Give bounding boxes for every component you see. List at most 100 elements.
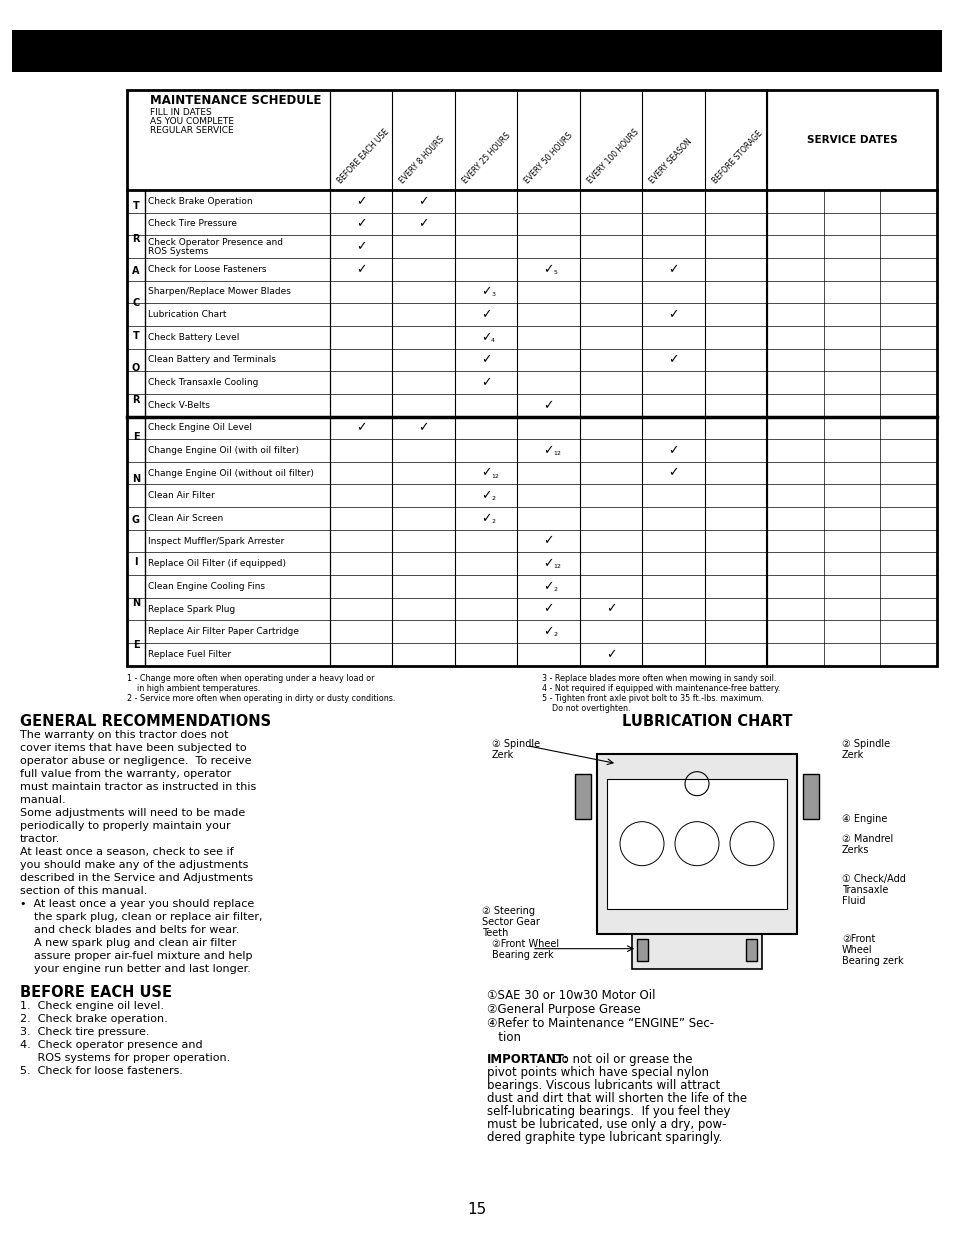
Text: Clean Battery and Terminals: Clean Battery and Terminals [148,356,275,364]
Text: Check Operator Presence and: Check Operator Presence and [148,238,283,247]
Text: ✓: ✓ [542,399,553,411]
Bar [745,939,757,961]
Text: manual.: manual. [20,794,66,805]
Text: you should make any of the adjustments: you should make any of the adjustments [20,860,248,869]
Text: ✓: ✓ [355,217,366,231]
Text: 2.  Check brake operation.: 2. Check brake operation. [20,1014,168,1024]
Text: O: O [132,363,140,373]
Text: 4.  Check operator presence and: 4. Check operator presence and [20,1040,202,1050]
Text: self-lubricating bearings.  If you feel they: self-lubricating bearings. If you feel t… [486,1104,730,1118]
Text: 3.  Check tire pressure.: 3. Check tire pressure. [20,1026,150,1036]
Text: Do not overtighten.: Do not overtighten. [541,704,630,713]
Text: Check Engine Oil Level: Check Engine Oil Level [148,424,252,432]
Text: ✓: ✓ [542,625,553,638]
Text: Check Tire Pressure: Check Tire Pressure [148,220,236,228]
Bar [127,90,936,666]
Text: Sharpen/Replace Mower Blades: Sharpen/Replace Mower Blades [148,288,291,296]
Text: EVERY 50 HOURS: EVERY 50 HOURS [522,131,574,185]
Text: MAINTENANCE: MAINTENANCE [380,40,573,63]
Text: ✓: ✓ [667,263,678,275]
Text: Check Battery Level: Check Battery Level [148,332,239,342]
Text: 3: 3 [491,293,495,298]
Text: 2: 2 [553,587,557,592]
Text: ✓: ✓ [542,603,553,615]
Text: N: N [132,599,140,609]
Text: 12: 12 [491,474,498,479]
Text: pivot points which have special nylon: pivot points which have special nylon [486,1066,708,1078]
Text: Bearing zerk: Bearing zerk [492,950,553,960]
Text: 1 - Change more often when operating under a heavy load or: 1 - Change more often when operating und… [127,673,375,683]
Bar [575,773,590,819]
Text: Change Engine Oil (with oil filter): Change Engine Oil (with oil filter) [148,446,298,454]
Text: ④Refer to Maintenance “ENGINE” Sec-: ④Refer to Maintenance “ENGINE” Sec- [486,1016,714,1030]
Text: dust and dirt that will shorten the life of the: dust and dirt that will shorten the life… [486,1092,746,1104]
Text: Check Transaxle Cooling: Check Transaxle Cooling [148,378,258,387]
Text: ② Steering: ② Steering [481,905,535,915]
Text: Check for Loose Fasteners: Check for Loose Fasteners [148,264,266,274]
Text: ROS systems for proper operation.: ROS systems for proper operation. [20,1052,230,1062]
Text: section of this manual.: section of this manual. [20,885,147,895]
Text: Change Engine Oil (without oil filter): Change Engine Oil (without oil filter) [148,468,314,478]
Text: tractor.: tractor. [20,834,60,844]
Text: ②General Purpose Grease: ②General Purpose Grease [486,1003,640,1015]
Text: T: T [132,331,139,341]
Text: ✓: ✓ [667,445,678,457]
Text: Do not oil or grease the: Do not oil or grease the [544,1052,692,1066]
Text: Zerks: Zerks [841,845,868,855]
Text: operator abuse or negligence.  To receive: operator abuse or negligence. To receive [20,756,252,766]
Text: Clean Engine Cooling Fins: Clean Engine Cooling Fins [148,582,265,590]
Text: ✓: ✓ [542,535,553,547]
Text: ✓: ✓ [605,648,616,661]
Text: Replace Air Filter Paper Cartridge: Replace Air Filter Paper Cartridge [148,627,298,636]
Text: assure proper air-fuel mixture and help: assure proper air-fuel mixture and help [20,951,253,961]
Text: ✓: ✓ [480,375,491,389]
Bar [606,779,786,909]
Text: ✓: ✓ [542,263,553,275]
Text: Clean Air Screen: Clean Air Screen [148,514,223,522]
Text: AS YOU COMPLETE: AS YOU COMPLETE [150,117,233,126]
Text: tion: tion [486,1031,520,1044]
Text: Transaxle: Transaxle [841,884,887,894]
Text: the spark plug, clean or replace air filter,: the spark plug, clean or replace air fil… [20,911,262,921]
Text: IMPORTANT:: IMPORTANT: [486,1052,569,1066]
Text: Wheel: Wheel [841,945,872,955]
Text: periodically to properly maintain your: periodically to properly maintain your [20,821,231,831]
Text: Inspect Muffler/Spark Arrester: Inspect Muffler/Spark Arrester [148,536,284,546]
Text: 2 - Service more often when operating in dirty or dusty conditions.: 2 - Service more often when operating in… [127,694,395,703]
Text: 2: 2 [491,519,495,524]
Text: EVERY 100 HOURS: EVERY 100 HOURS [585,127,639,185]
Text: FILL IN DATES: FILL IN DATES [150,107,212,117]
Text: must maintain tractor as instructed in this: must maintain tractor as instructed in t… [20,782,256,792]
Text: ④ Engine: ④ Engine [841,814,886,824]
Text: The warranty on this tractor does not: The warranty on this tractor does not [20,730,229,740]
Text: dered graphite type lubricant sparingly.: dered graphite type lubricant sparingly. [486,1131,721,1144]
Text: EVERY SEASON: EVERY SEASON [647,137,693,185]
Text: ① Check/Add: ① Check/Add [841,873,905,884]
Text: ✓: ✓ [667,353,678,367]
Text: 12: 12 [553,451,560,456]
Text: ✓: ✓ [418,421,429,435]
Text: ②Front: ②Front [841,934,875,944]
Text: ROS Systems: ROS Systems [148,247,208,257]
Bar [802,773,818,819]
Text: 5: 5 [553,269,557,274]
Text: A: A [132,266,139,275]
Text: Zerk: Zerk [841,750,863,760]
Text: in high ambient temperatures.: in high ambient temperatures. [127,684,260,693]
Text: bearings. Viscous lubricants will attract: bearings. Viscous lubricants will attrac… [486,1078,720,1092]
Text: BEFORE EACH USE: BEFORE EACH USE [20,984,172,999]
Text: R: R [132,233,139,243]
Text: cover items that have been subjected to: cover items that have been subjected to [20,742,247,752]
Text: 1.  Check engine oil level.: 1. Check engine oil level. [20,1000,164,1010]
Text: EVERY 8 HOURS: EVERY 8 HOURS [398,135,446,185]
Text: ✓: ✓ [542,580,553,593]
Text: LUBRICATION CHART: LUBRICATION CHART [621,714,791,729]
Text: E: E [132,432,139,442]
Text: 4: 4 [491,337,495,343]
Text: Lubrication Chart: Lubrication Chart [148,310,226,319]
Text: ✓: ✓ [355,421,366,435]
Text: 2: 2 [491,496,495,501]
Text: Some adjustments will need to be made: Some adjustments will need to be made [20,808,245,818]
Bar [631,934,761,968]
Text: Replace Spark Plug: Replace Spark Plug [148,605,235,614]
